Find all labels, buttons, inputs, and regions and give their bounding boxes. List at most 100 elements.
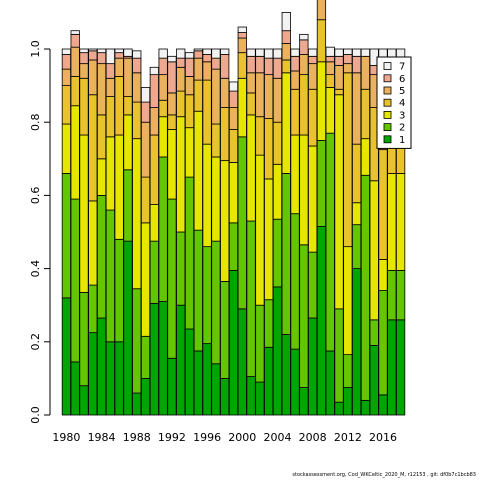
- bar-segment-1997-age-1: [211, 363, 221, 416]
- bar-segment-1998-age-6: [220, 54, 230, 79]
- legend-swatch-4: [383, 98, 392, 107]
- bar-segment-2003-age-4: [264, 118, 274, 180]
- bar-segment-2004-age-6: [272, 57, 283, 79]
- bar-segment-1988-age-7: [132, 50, 142, 59]
- bar-segment-1983-age-2: [88, 284, 98, 334]
- bar-segment-1991-age-1: [158, 301, 168, 416]
- bar-segment-1980-age-6: [61, 54, 72, 70]
- bar-segment-2006-age-5: [290, 70, 300, 90]
- bar-segment-1987-age-2: [123, 169, 133, 242]
- bar-segment-2012-age-4: [343, 72, 353, 248]
- bar-segment-1998-age-2: [220, 281, 230, 379]
- bar-segment-1980-age-3: [61, 123, 72, 174]
- bar-segment-2016-age-3: [378, 259, 388, 291]
- bar-segment-1993-age-3: [176, 116, 186, 233]
- x-tick-label: 2004: [263, 431, 291, 444]
- bar-segment-1992-age-1: [167, 357, 177, 416]
- bar-segment-2005-age-1: [281, 334, 291, 416]
- bar-segment-1994-age-2: [184, 176, 195, 330]
- bar-segment-1997-age-3: [211, 156, 221, 242]
- bar-segment-2005-age-5: [281, 43, 291, 61]
- bar-segment-1994-age-5: [184, 76, 195, 96]
- bar-segment-1986-age-5: [114, 57, 124, 77]
- bar-segment-2002-age-7: [255, 48, 265, 57]
- bar-segment-2006-age-1: [290, 348, 300, 416]
- bar-segment-2005-age-4: [281, 59, 291, 74]
- bar-segment-1997-age-7: [211, 48, 221, 59]
- x-tick-label: 1992: [158, 431, 186, 444]
- bar-segment-1982-age-4: [79, 77, 89, 136]
- bar-segment-1990-age-7: [149, 66, 159, 76]
- bar-segment-1995-age-7: [193, 48, 203, 52]
- bar-segment-1988-age-2: [132, 288, 142, 394]
- bar-segment-1983-age-3: [88, 200, 98, 286]
- bar-segment-2011-age-1: [334, 401, 344, 416]
- bar-segment-2008-age-7: [308, 48, 318, 57]
- legend-label-2: 2: [399, 123, 405, 134]
- x-tick-label: 2008: [299, 431, 327, 444]
- bar-segment-1990-age-1: [149, 302, 159, 416]
- bar-segment-2014-age-3: [360, 138, 371, 176]
- bar-segment-1989-age-4: [140, 176, 151, 224]
- bar-segment-1984-age-5: [96, 63, 107, 116]
- bar-segment-2011-age-7: [334, 48, 344, 57]
- bar-segment-1980-age-4: [61, 85, 72, 125]
- bar-segment-2002-age-4: [255, 116, 265, 156]
- bar-segment-1983-age-4: [88, 94, 98, 202]
- bar-segment-2010-age-5: [325, 61, 335, 76]
- bar-segment-1981-age-1: [70, 361, 80, 416]
- bar-segment-1999-age-5: [228, 107, 239, 130]
- bar-segment-2010-age-2: [325, 132, 335, 352]
- bar-segment-2011-age-5: [334, 65, 344, 90]
- legend-swatch-5: [383, 86, 392, 95]
- bar-segment-1999-age-1: [228, 270, 239, 416]
- bar-segment-1981-age-6: [70, 33, 80, 48]
- bar-segment-1990-age-5: [149, 107, 159, 136]
- bar-segment-1980-age-1: [61, 297, 72, 416]
- bar-segment-1994-age-3: [184, 127, 195, 178]
- bar-segment-2003-age-5: [264, 74, 274, 119]
- bar-segment-2010-age-4: [325, 74, 335, 88]
- bar-segment-2007-age-7: [299, 33, 309, 41]
- bar-segment-2001-age-7: [246, 48, 256, 57]
- bar-segment-2003-age-1: [264, 346, 274, 416]
- bar-segment-1998-age-7: [220, 48, 230, 55]
- bar-segment-1988-age-6: [132, 57, 142, 74]
- bar-segment-1994-age-1: [184, 328, 195, 416]
- bar-segment-2002-age-3: [255, 154, 265, 306]
- bar-segment-1987-age-4: [123, 96, 133, 116]
- bar-segment-1988-age-1: [132, 392, 142, 416]
- x-tick-label: 1988: [123, 431, 151, 444]
- bar-segment-1997-age-4: [211, 123, 221, 158]
- bar-segment-2016-age-2: [378, 290, 388, 396]
- bar-segment-2009-age-2: [316, 140, 327, 227]
- x-tick-label: 2000: [228, 431, 256, 444]
- footnote: stockassessment.org, Cod_WKCeltic_2020_M…: [292, 472, 476, 478]
- bar-segment-2002-age-5: [255, 72, 265, 118]
- bar-segment-1998-age-3: [220, 160, 230, 282]
- bar-segment-1984-age-2: [96, 194, 107, 319]
- bar-segment-2014-age-4: [360, 88, 371, 140]
- legend-swatch-1: [383, 135, 392, 144]
- bar-segment-1997-age-5: [211, 68, 221, 125]
- y-tick-label: 0.4: [29, 260, 42, 278]
- bar-segment-2015-age-2: [369, 319, 379, 346]
- bar-segment-1989-age-1: [140, 377, 151, 416]
- bar-segment-1985-age-2: [105, 209, 115, 343]
- legend-swatch-6: [383, 74, 392, 83]
- bar-segment-1981-age-4: [70, 76, 80, 107]
- bar-segment-2013-age-2: [352, 224, 362, 269]
- bar-segment-2003-age-7: [264, 48, 274, 59]
- bar-segment-2017-age-3: [387, 173, 397, 271]
- bar-segment-1991-age-7: [158, 48, 168, 59]
- bar-segment-1996-age-4: [202, 79, 212, 145]
- bar-segment-1993-age-4: [176, 90, 186, 118]
- bar-segment-1981-age-2: [70, 198, 80, 363]
- bar-segment-1987-age-3: [123, 114, 133, 171]
- bar-segment-1997-age-2: [211, 240, 221, 365]
- bar-segment-1993-age-5: [176, 66, 186, 92]
- bar-segment-2005-age-7: [281, 11, 291, 32]
- legend-label-6: 6: [399, 74, 405, 85]
- bar-segment-1994-age-6: [184, 57, 195, 77]
- legend-swatch-7: [383, 62, 392, 70]
